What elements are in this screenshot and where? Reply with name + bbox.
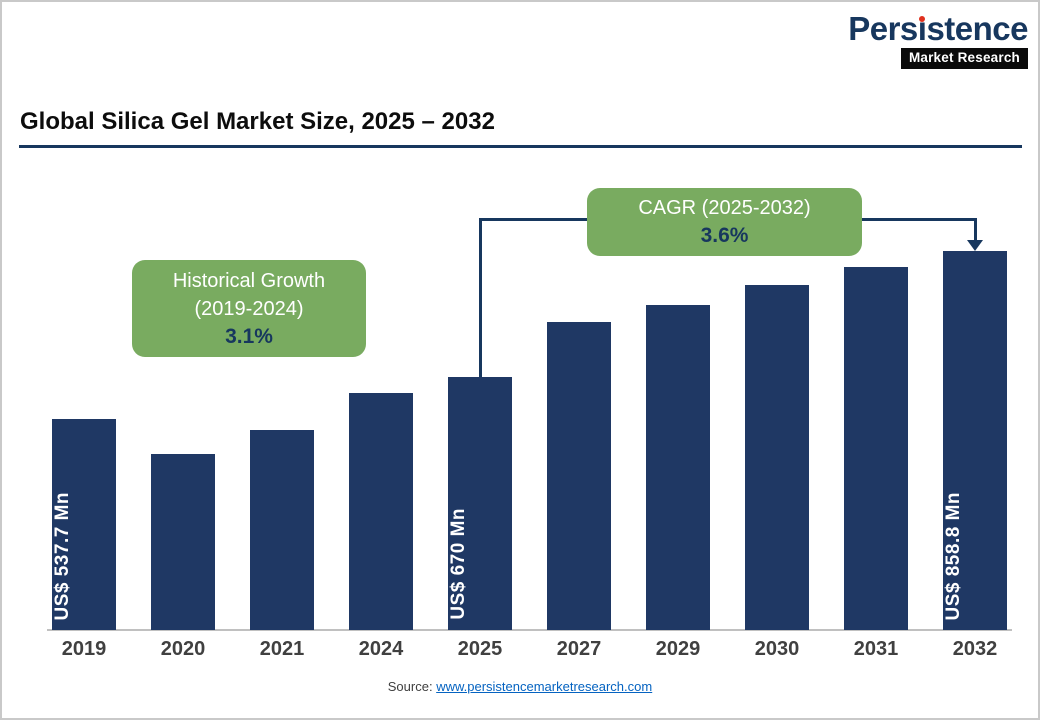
source-line: Source: www.persistencemarketresearch.co… bbox=[2, 679, 1038, 694]
logo-brand-post: stence bbox=[926, 10, 1028, 47]
cagr-value: 3.6% bbox=[700, 224, 749, 247]
bar-value-label-2019: US$ 537.7 Mn bbox=[52, 491, 73, 621]
x-axis-label-2024: 2024 bbox=[358, 638, 404, 660]
plot-area: US$ 537.7 Mn US$ 670 Mn US$ 858.8 Mn bbox=[52, 172, 1007, 630]
x-axis-label-2020: 2020 bbox=[160, 638, 206, 660]
source-label: Source: bbox=[387, 679, 437, 694]
historical-growth-value: 3.1% bbox=[225, 324, 273, 348]
x-axis-label-2021: 2021 bbox=[259, 638, 305, 660]
arrow-down-icon bbox=[967, 240, 983, 251]
bar-2032: US$ 858.8 Mn bbox=[943, 251, 1007, 630]
x-axis-label-2030: 2030 bbox=[754, 638, 800, 660]
bar-2021 bbox=[250, 430, 314, 630]
logo-red-dot-icon bbox=[919, 16, 926, 22]
historical-growth-label: Historical Growth bbox=[172, 269, 326, 292]
bar-2020 bbox=[151, 454, 215, 630]
x-axis-label-2027: 2027 bbox=[556, 638, 602, 660]
bar-2031 bbox=[844, 267, 908, 630]
bar-value-label-2025: US$ 670 Mn bbox=[448, 508, 469, 620]
historical-growth-badge: Historical Growth (2019-2024) 3.1% bbox=[132, 260, 366, 357]
bar-2027 bbox=[547, 322, 611, 630]
x-axis-label-2019: 2019 bbox=[61, 638, 107, 660]
x-axis-label-2029: 2029 bbox=[655, 638, 701, 660]
connector-line-2025 bbox=[479, 218, 482, 377]
cagr-label: CAGR (2025-2032) bbox=[638, 197, 811, 219]
historical-growth-period: (2019-2024) bbox=[194, 297, 304, 320]
logo-letter-i: ı bbox=[917, 10, 927, 47]
logo-brand: Pers ıstence bbox=[848, 12, 1028, 45]
title-underline bbox=[19, 145, 1022, 148]
bar-2030 bbox=[745, 285, 809, 630]
source-link[interactable]: www.persistencemarketresearch.com bbox=[436, 679, 653, 694]
cagr-badge: CAGR (2025-2032) 3.6% bbox=[587, 188, 862, 256]
x-axis-label-2032: 2032 bbox=[952, 638, 998, 660]
page-title: Global Silica Gel Market Size, 2025 – 20… bbox=[20, 108, 495, 135]
logo: Pers ıstence Market Research bbox=[848, 12, 1028, 69]
bar-2025: US$ 670 Mn bbox=[448, 377, 512, 630]
connector-line-2032 bbox=[974, 218, 977, 242]
x-axis-labels: 2019 2020 2021 2024 2025 2027 2029 2030 2031 2032 bbox=[52, 638, 1007, 661]
x-axis-label-2025: 2025 bbox=[457, 638, 503, 660]
bar-2029 bbox=[646, 305, 710, 630]
x-axis-label-2031: 2031 bbox=[853, 638, 899, 660]
bar-2024 bbox=[349, 393, 413, 630]
logo-subtitle: Market Research bbox=[900, 48, 1028, 69]
logo-brand-pre: Pers bbox=[848, 10, 918, 47]
bar-value-label-2032: US$ 858.8 Mn bbox=[943, 491, 964, 621]
bar-2019: US$ 537.7 Mn bbox=[52, 419, 116, 630]
x-axis-line bbox=[47, 629, 1012, 631]
